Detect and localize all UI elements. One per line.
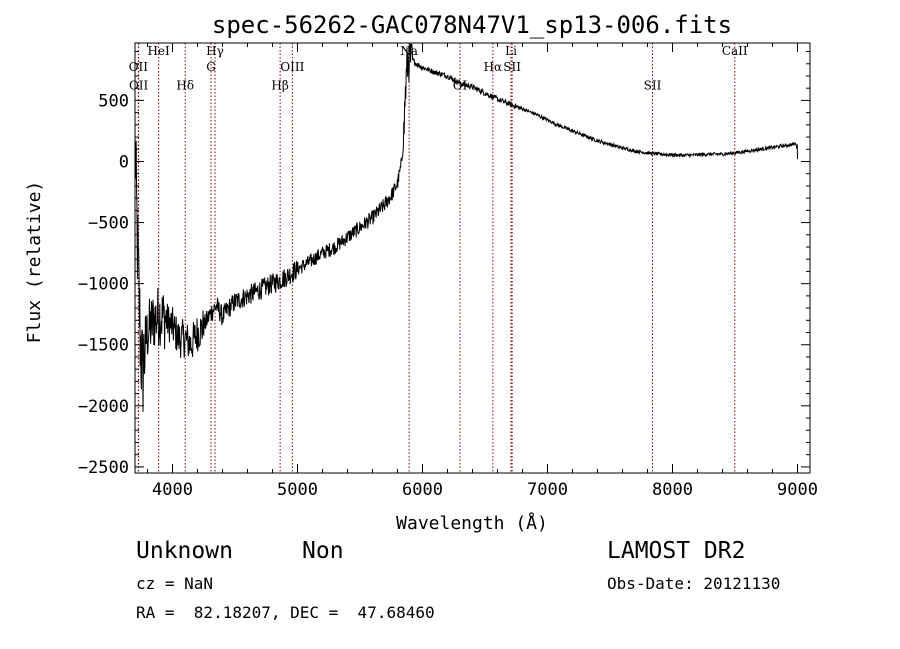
spectral-line-label: Li <box>505 44 517 58</box>
y-tick-label: −1000 <box>78 275 129 295</box>
x-tick-label: 6000 <box>402 480 443 500</box>
object-class: Unknown <box>136 538 233 564</box>
plot-frame <box>134 42 811 474</box>
spectral-line-markers <box>137 43 736 473</box>
spectral-line-label: OIII <box>280 60 304 74</box>
y-tick-label: −1500 <box>78 336 129 356</box>
y-tick-label: −2000 <box>78 397 129 417</box>
x-tick-label: 7000 <box>527 480 568 500</box>
spectral-line-label: G <box>206 60 216 74</box>
y-tick-label: −500 <box>88 214 129 234</box>
spectral-line-label: OII <box>129 78 149 92</box>
chart-title: spec-56262-GAC078N47V1_sp13-006.fits <box>212 11 732 39</box>
x-tick-label: 8000 <box>652 480 693 500</box>
y-tick-label: −2500 <box>78 458 129 478</box>
x-axis-label: Wavelength (Å) <box>396 512 548 534</box>
spectral-line-label: SII <box>644 78 662 92</box>
spectral-line-label: Hγ <box>206 44 224 58</box>
spectrum-chart: spec-56262-GAC078N47V1_sp13-006.fits OII… <box>24 11 818 534</box>
object-subclass: Non <box>302 538 344 564</box>
spectral-line-label: HeI <box>147 44 170 58</box>
spectral-line-label: Hα <box>484 60 503 74</box>
survey-name: LAMOST DR2 <box>607 538 746 564</box>
y-tick-label: 0 <box>119 152 129 172</box>
coordinates-text: RA = 82.18207, DEC = 47.68460 <box>136 603 435 622</box>
spectrum-line <box>134 43 798 412</box>
axis-ticks: 4000 5000 6000 7000 8000 9000−2500−2000−1500−… <box>78 43 818 500</box>
spectral-line-label: Hβ <box>271 78 288 92</box>
x-tick-label: 9000 <box>777 480 818 500</box>
spectral-line-label: CaII <box>722 44 748 58</box>
spectral-line-label: OII <box>129 60 149 74</box>
x-tick-label: 4000 <box>152 480 193 500</box>
redshift-text: cz = NaN <box>136 574 214 593</box>
x-tick-label: 5000 <box>277 480 318 500</box>
spectral-line-label: SII <box>503 60 521 74</box>
spectral-line-label: Hδ <box>176 78 194 92</box>
obs-date-text: Obs-Date: 20121130 <box>607 574 781 593</box>
y-tick-label: 500 <box>98 91 129 111</box>
y-axis-label: Flux (relative) <box>24 181 45 344</box>
